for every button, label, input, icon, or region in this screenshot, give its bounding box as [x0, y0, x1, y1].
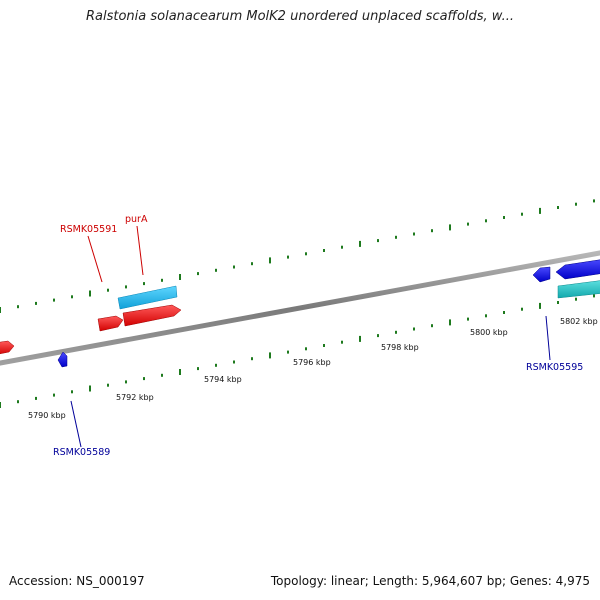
coordinate-labels: 5790 kbp 5792 kbp 5794 kbp 5796 kbp 5798…: [28, 317, 598, 420]
upper-tick-track: [0, 199, 595, 313]
tick-label: 5790 kbp: [28, 411, 66, 420]
gene-label-rsmk05591[interactable]: RSMK05591: [60, 224, 117, 235]
gene-rsmk05591[interactable]: [97, 315, 124, 332]
leader-pura: [136, 225, 144, 276]
cds-pura[interactable]: [117, 285, 178, 310]
tick-label: 5792 kbp: [116, 393, 154, 402]
tick-label: 5800 kbp: [470, 328, 508, 337]
leader-rsmk05595: [545, 315, 551, 361]
genome-backbone: [0, 250, 600, 366]
tick-label: 5802 kbp: [560, 317, 598, 326]
genome-summary: Topology: linear; Length: 5,964,607 bp; …: [270, 574, 590, 588]
cds-right-edge[interactable]: [557, 280, 600, 299]
map-title: Ralstonia solanacearum MolK2 unordered u…: [85, 9, 514, 24]
leader-rsmk05589: [70, 400, 82, 448]
lower-tick-track: [0, 294, 595, 408]
gene-right-edge[interactable]: [555, 259, 600, 280]
tick-label: 5798 kbp: [381, 343, 419, 352]
tick-label: 5794 kbp: [204, 375, 242, 384]
accession-label: Accession: NS_000197: [9, 574, 145, 588]
gene-pura[interactable]: [122, 304, 182, 327]
gene-rsmk05589[interactable]: [57, 351, 68, 368]
tick-label: 5796 kbp: [293, 358, 331, 367]
gene-label-rsmk05589[interactable]: RSMK05589: [53, 447, 110, 458]
gene-left-edge[interactable]: [0, 340, 15, 355]
gene-label-rsmk05595[interactable]: RSMK05595: [526, 362, 583, 373]
leader-rsmk05591: [87, 235, 103, 283]
gene-label-pura[interactable]: purA: [125, 214, 148, 225]
gene-rsmk05595[interactable]: [532, 266, 551, 283]
